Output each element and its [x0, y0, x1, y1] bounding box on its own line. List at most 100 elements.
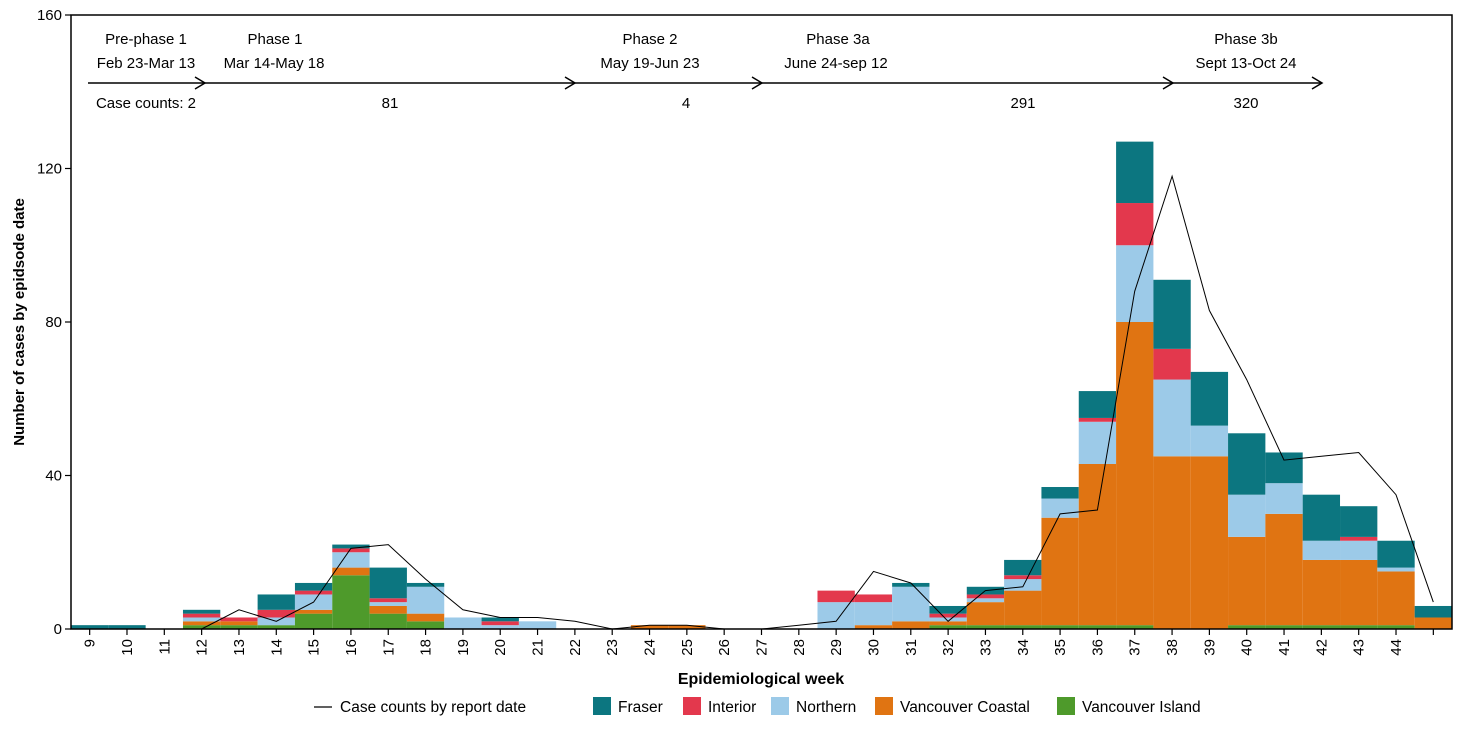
bar-segment	[406, 621, 445, 629]
bar-segment	[1228, 433, 1266, 495]
x-tick-label: 19	[455, 639, 472, 656]
bar-segment	[182, 617, 221, 622]
bar-segment	[182, 621, 221, 626]
bar-segment	[1116, 245, 1154, 322]
x-tick-label: 32	[940, 639, 957, 656]
bar-segment	[481, 617, 519, 622]
bar-segment	[332, 567, 370, 576]
y-axis-label: Number of cases by epidsode date	[11, 198, 28, 446]
bar-segment	[369, 613, 407, 629]
bar-segment	[1153, 279, 1191, 349]
bar-segment	[1041, 517, 1079, 626]
phase-name: Phase 3b	[1214, 31, 1277, 48]
bar-segment	[1265, 483, 1303, 514]
bar-segment	[294, 582, 333, 591]
legend-label: Interior	[708, 699, 756, 716]
bar-segment	[1414, 617, 1452, 629]
x-tick-label: 35	[1052, 639, 1069, 656]
x-tick-label: 39	[1201, 639, 1218, 656]
bar-segment	[1377, 571, 1415, 626]
bar-segment	[1190, 371, 1229, 426]
bar-segment	[1153, 456, 1191, 629]
bar-segment	[518, 621, 557, 629]
bar-segment	[182, 625, 221, 629]
phase-name: Phase 2	[622, 31, 677, 48]
bar-segment	[929, 613, 967, 618]
legend-label: Vancouver Island	[1082, 699, 1201, 716]
legend-swatch	[875, 697, 893, 715]
bar-segment	[1302, 559, 1341, 626]
bar-segment	[854, 625, 893, 629]
y-tick-label: 0	[54, 621, 62, 638]
legend-label: Northern	[796, 699, 856, 716]
bar-segment	[1377, 540, 1415, 568]
bar-segment	[1377, 625, 1415, 629]
bar-segment	[854, 602, 893, 626]
bar-segment	[1041, 625, 1079, 629]
phase-arrow-head	[1311, 76, 1324, 90]
bar-segment	[1116, 322, 1154, 626]
bar-segment	[1190, 456, 1229, 629]
bar-segment	[220, 625, 258, 629]
phase-case-count: Case counts: 2	[96, 95, 196, 112]
bar-segment	[294, 590, 333, 595]
phase-case-count: 81	[382, 95, 399, 112]
bar-segment	[1302, 540, 1341, 560]
x-tick-label: 21	[530, 639, 547, 656]
x-tick-label: 14	[268, 639, 285, 656]
x-tick-label: 20	[492, 639, 509, 656]
bar-segment	[257, 625, 295, 629]
legend-label: Fraser	[618, 699, 663, 716]
bar-segment	[1153, 348, 1191, 380]
bar-segment	[1265, 625, 1303, 629]
legend-swatch	[1057, 697, 1075, 715]
bar-segment	[929, 605, 967, 614]
phase-arrow-head	[751, 76, 764, 90]
x-tick-label: 24	[642, 639, 659, 656]
bar-segment	[817, 590, 855, 603]
bar-segment	[294, 613, 333, 629]
bar-segment	[892, 621, 930, 629]
bar-segment	[220, 621, 258, 626]
x-tick-label: 40	[1239, 639, 1256, 656]
bar-segment	[1265, 513, 1303, 626]
x-tick-label: 10	[119, 639, 136, 656]
x-tick-label: 42	[1313, 639, 1330, 656]
x-axis-label: Epidemiological week	[678, 671, 844, 688]
bar-segment	[966, 625, 1005, 629]
bar-segment	[406, 586, 445, 614]
bar-segment	[294, 609, 333, 614]
bar-segment	[1228, 625, 1266, 629]
bar-segment	[444, 617, 482, 629]
bar-segment	[332, 544, 370, 549]
phase-dates: Sept 13-Oct 24	[1196, 55, 1297, 72]
phase-case-count: 320	[1233, 95, 1258, 112]
x-tick-label: 9	[82, 639, 99, 647]
x-tick-label: 17	[380, 639, 397, 656]
phase-case-count: 291	[1010, 95, 1035, 112]
bar-segment	[1302, 625, 1341, 629]
bar-segment	[369, 567, 407, 599]
stacked-bars	[71, 141, 1452, 629]
phase-arrow-head	[1162, 76, 1175, 90]
x-tick-label: 36	[1089, 639, 1106, 656]
bar-segment	[1116, 203, 1154, 246]
phase-case-count: 4	[682, 95, 690, 112]
x-tick-label: 37	[1127, 639, 1144, 656]
legend: Case counts by report date Fraser Interior…	[314, 697, 1201, 716]
x-tick-label: 33	[977, 639, 994, 656]
bar-segment	[1302, 494, 1341, 541]
x-tick-label: 44	[1388, 639, 1405, 656]
bar-segment	[929, 625, 967, 629]
x-tick-label: 12	[194, 639, 211, 656]
y-tick-label: 120	[37, 161, 62, 178]
bar-segment	[817, 602, 855, 629]
y-tick-label: 80	[45, 314, 62, 331]
bar-segment	[182, 613, 221, 618]
bar-segment	[1041, 487, 1079, 499]
x-tick-label: 23	[604, 639, 621, 656]
bar-segment	[1078, 421, 1117, 464]
bar-segment	[929, 617, 967, 622]
x-tick-label: 30	[865, 639, 882, 656]
